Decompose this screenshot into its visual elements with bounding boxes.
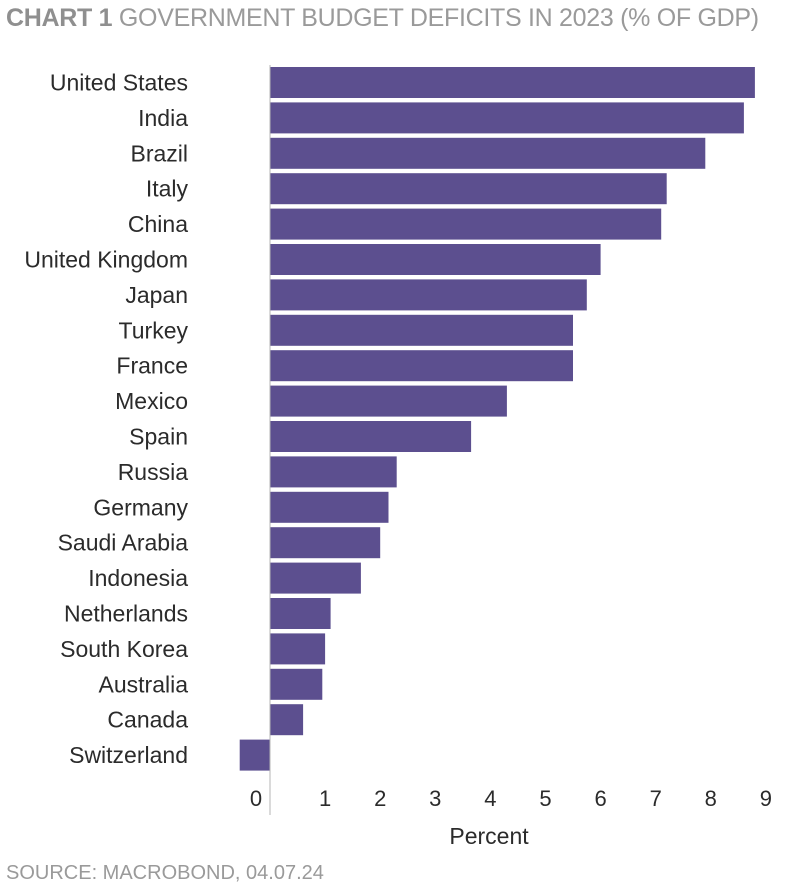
category-label: Switzerland: [69, 742, 188, 768]
category-label: France: [116, 353, 188, 379]
bar-germany: [270, 491, 389, 523]
bar-china: [270, 208, 662, 240]
bar-india: [270, 102, 744, 134]
category-label: Australia: [99, 671, 189, 697]
category-label: Russia: [118, 459, 189, 485]
x-tick-label: 7: [650, 786, 662, 811]
category-label: Canada: [107, 707, 188, 733]
x-tick-label: 3: [429, 786, 441, 811]
category-label: Mexico: [115, 388, 188, 414]
category-label: United Kingdom: [24, 247, 188, 273]
bar-south-korea: [270, 633, 326, 665]
category-label: Turkey: [119, 317, 189, 343]
category-label: Italy: [146, 176, 189, 202]
x-axis-label: Percent: [449, 823, 529, 849]
x-tick-label: 4: [484, 786, 496, 811]
category-label: United States: [50, 70, 188, 96]
category-label: China: [128, 211, 188, 237]
bar-mexico: [270, 385, 507, 417]
bar-united-states: [270, 67, 755, 98]
bar-indonesia: [270, 562, 361, 594]
bar-netherlands: [270, 598, 331, 629]
bar-japan: [270, 279, 587, 311]
bar-turkey: [270, 314, 573, 346]
category-label: Netherlands: [64, 601, 188, 627]
category-label: Japan: [125, 282, 188, 308]
category-label: Spain: [129, 424, 188, 450]
bar-brazil: [270, 137, 706, 169]
source-note: SOURCE: MACROBOND, 04.07.24: [6, 862, 324, 884]
x-tick-label: 8: [705, 786, 717, 811]
x-tick-label: 6: [594, 786, 606, 811]
x-tick-label: 5: [539, 786, 551, 811]
bar-italy: [270, 173, 667, 205]
x-tick-label: 9: [760, 786, 772, 811]
bar-france: [270, 350, 573, 382]
bar-spain: [270, 421, 472, 452]
bar-canada: [270, 704, 304, 736]
x-tick-label: 0: [250, 786, 262, 811]
category-label: Indonesia: [88, 565, 188, 591]
x-tick-label: 2: [374, 786, 386, 811]
category-label: Saudi Arabia: [58, 530, 189, 556]
bar-switzerland: [239, 739, 270, 771]
category-label: South Korea: [60, 636, 188, 662]
category-label: Germany: [93, 494, 188, 520]
bar-russia: [270, 456, 397, 488]
chart-title: CHART 1 GOVERNMENT BUDGET DEFICITS IN 20…: [6, 4, 759, 33]
chart-title-text: GOVERNMENT BUDGET DEFICITS IN 2023 (% OF…: [118, 4, 759, 32]
bar-australia: [270, 668, 323, 700]
bar-united-kingdom: [270, 244, 601, 275]
chart-number-label: CHART 1: [6, 4, 113, 32]
category-label: Brazil: [130, 140, 188, 166]
x-tick-label: 1: [319, 786, 331, 811]
category-label: India: [138, 105, 188, 131]
bar-saudi-arabia: [270, 527, 381, 559]
